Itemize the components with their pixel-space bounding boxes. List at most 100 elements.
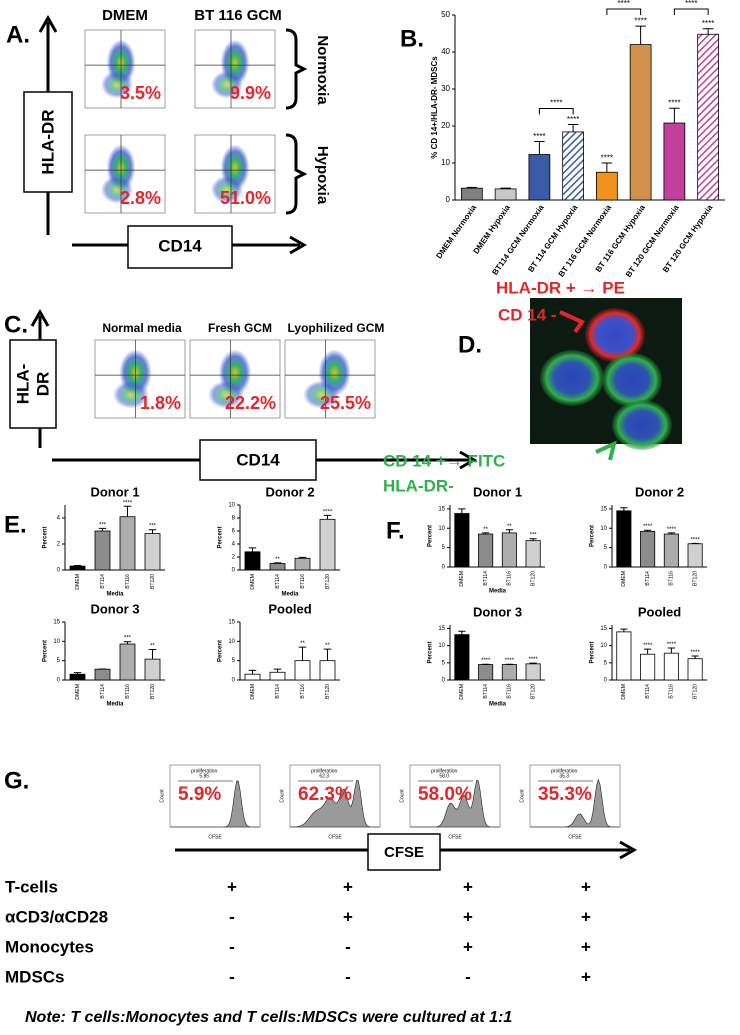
condition-mark: - bbox=[229, 967, 235, 986]
x-tick-label: BT116 bbox=[125, 684, 131, 699]
cell-population bbox=[303, 380, 339, 409]
significance: ** bbox=[300, 641, 305, 647]
x-tick-label: DMEM bbox=[75, 684, 81, 700]
significance: **** bbox=[667, 527, 677, 533]
comparison-bracket bbox=[538, 108, 574, 115]
cell-population bbox=[101, 175, 133, 204]
condition-label: T-cells bbox=[5, 877, 58, 896]
x-tick-label: BT114 bbox=[275, 684, 281, 699]
x-tick-label: DMEM bbox=[459, 684, 465, 700]
significance: **** bbox=[690, 650, 700, 656]
y-tick-label: 0 bbox=[446, 195, 451, 204]
error-bar bbox=[458, 508, 466, 514]
error-bar bbox=[620, 628, 628, 632]
x-tick-label: BT120 bbox=[692, 684, 698, 699]
condition-mark: + bbox=[581, 967, 591, 986]
condition-mark: + bbox=[581, 877, 591, 896]
condition-mark: + bbox=[581, 937, 591, 956]
y-tick-label: 30 bbox=[441, 84, 450, 93]
y-axis-label: Percent bbox=[218, 640, 224, 662]
cell-population bbox=[208, 380, 244, 409]
y-axis-label: Percent bbox=[428, 641, 434, 663]
error-bar bbox=[466, 186, 478, 189]
y-axis-label: Percent bbox=[43, 640, 49, 662]
panel-label: A. bbox=[6, 21, 30, 48]
axis-box bbox=[23, 91, 73, 193]
error-bar bbox=[534, 141, 545, 155]
condition-mark: + bbox=[463, 907, 473, 926]
y-tick-label: 10 bbox=[441, 158, 450, 167]
x-tick-label: BT114 bbox=[645, 684, 651, 699]
condition-mark: + bbox=[463, 937, 473, 956]
bar bbox=[663, 533, 679, 568]
bar bbox=[454, 634, 470, 681]
bar bbox=[269, 671, 286, 681]
histogram bbox=[289, 779, 380, 828]
x-tick-label: BT116 bbox=[669, 684, 675, 699]
condition-label: αCD3/αCD28 bbox=[5, 907, 108, 926]
error-bar bbox=[148, 529, 157, 534]
axis-label: CFSE bbox=[208, 834, 222, 840]
x-tick-label: DMEM bbox=[621, 684, 627, 700]
gate-name: proliferation bbox=[191, 768, 217, 774]
chart-title: Donor 2 bbox=[265, 484, 314, 499]
gate-value: 58.0 bbox=[439, 773, 449, 779]
x-tick-label: BT120 bbox=[530, 684, 536, 699]
x-tick-label: BT116 bbox=[507, 684, 513, 699]
significance: **** bbox=[528, 657, 538, 663]
pointer bbox=[595, 440, 617, 461]
comparison-bracket bbox=[673, 8, 709, 15]
chart-title: Pooled bbox=[638, 604, 681, 619]
y-tick-label: 4 bbox=[57, 516, 61, 522]
axis-label: Count bbox=[159, 789, 165, 803]
significance: ** bbox=[507, 524, 512, 530]
gate-value: 62.3 bbox=[319, 773, 329, 779]
bracket bbox=[285, 28, 308, 110]
bar bbox=[697, 33, 719, 201]
percent-label: 25.5% bbox=[320, 393, 371, 413]
significance: **** bbox=[643, 643, 653, 649]
bar bbox=[69, 565, 86, 571]
y-tick-label: 2 bbox=[57, 542, 61, 548]
chart-title: Donor 3 bbox=[473, 604, 522, 619]
bar bbox=[501, 664, 517, 681]
y-tick-label: 0 bbox=[442, 565, 446, 571]
x-tick-label: BT116 bbox=[300, 684, 306, 699]
axis-label: CFSE bbox=[328, 834, 342, 840]
bar bbox=[119, 643, 136, 681]
x-tick-label: DMEM bbox=[75, 574, 81, 590]
x-axis-label: Media bbox=[489, 589, 507, 595]
bar bbox=[269, 563, 286, 571]
cell-population bbox=[211, 70, 243, 99]
error-bar bbox=[669, 107, 680, 124]
gate-name: proliferation bbox=[431, 768, 457, 774]
significance: **** bbox=[601, 153, 613, 162]
condition-mark: + bbox=[581, 907, 591, 926]
error-bar bbox=[123, 641, 132, 645]
histogram bbox=[410, 780, 500, 828]
error-bar bbox=[458, 630, 466, 635]
x-tick-label: BT114 bbox=[100, 684, 106, 699]
significance: **** bbox=[668, 99, 680, 108]
significance: *** bbox=[149, 524, 157, 530]
histogram-frame bbox=[169, 764, 261, 828]
axis-label: CFSE bbox=[448, 834, 462, 840]
chart-title: Donor 1 bbox=[90, 484, 139, 499]
axis-label: Count bbox=[519, 789, 525, 803]
percent-label: 5.9% bbox=[178, 784, 221, 805]
condition-mark: - bbox=[345, 937, 351, 956]
column-header: BT 116 GCM bbox=[194, 7, 282, 24]
significance: **** bbox=[667, 642, 677, 648]
bar bbox=[501, 532, 517, 568]
significance: **** bbox=[634, 16, 646, 25]
x-tick-label: BT114 bbox=[483, 571, 489, 586]
axis-box bbox=[127, 225, 233, 269]
x-tick-label: BT120 bbox=[150, 574, 156, 589]
error-bar bbox=[529, 538, 537, 541]
bar bbox=[663, 122, 686, 201]
x-tick-label: BT120 bbox=[530, 571, 536, 586]
percent-label: 51.0% bbox=[220, 188, 271, 208]
gate-value: 5.85 bbox=[199, 773, 209, 779]
y-tick-label: 10 bbox=[53, 639, 60, 645]
significance: **** bbox=[481, 658, 491, 664]
